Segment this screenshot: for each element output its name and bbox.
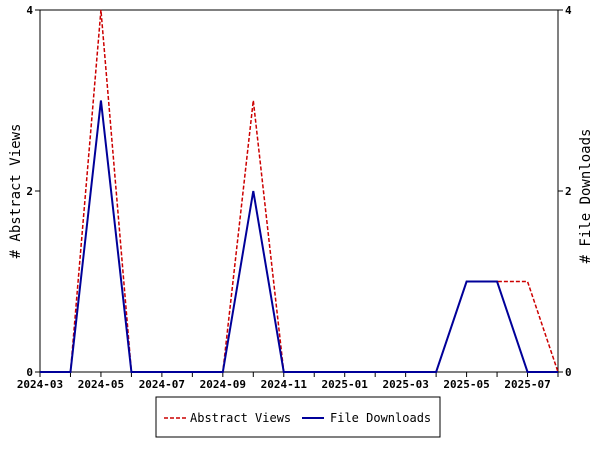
x-tick-label: 2024-11 <box>261 378 308 391</box>
legend: Abstract Views File Downloads <box>155 396 441 438</box>
left-tick-label: 0 <box>26 366 33 379</box>
plot-area <box>39 9 559 373</box>
series-line-file-downloads <box>40 100 558 373</box>
legend-label-file-downloads: File Downloads <box>330 411 431 425</box>
right-tick-label: 0 <box>565 366 572 379</box>
left-tick-label: 2 <box>26 185 33 198</box>
left-axis: 0 2 4 <box>26 4 40 379</box>
x-tick-label: 2025-03 <box>382 378 428 391</box>
legend-box <box>155 396 441 438</box>
left-axis-title: # Abstract Views <box>8 124 24 259</box>
x-tick-label: 2025-07 <box>504 378 550 391</box>
right-axis-title: # File Downloads <box>578 129 594 264</box>
x-tick-label: 2025-05 <box>443 378 489 391</box>
x-tick-label: 2024-05 <box>78 378 124 391</box>
x-axis: 2024-03 2024-05 2024-07 2024-09 2024-11 2025-… <box>17 372 559 391</box>
legend-label-abstract-views: Abstract Views <box>190 411 291 425</box>
right-axis: 0 2 4 <box>558 4 572 379</box>
x-tick-label: 2024-09 <box>200 378 246 391</box>
left-tick-label: 4 <box>26 4 33 17</box>
right-tick-label: 2 <box>565 185 572 198</box>
x-tick-label: 2024-03 <box>17 378 63 391</box>
right-tick-label: 4 <box>565 4 572 17</box>
x-tick-label: 2024-07 <box>139 378 185 391</box>
x-tick-label: 2025-01 <box>322 378 369 391</box>
series-layer <box>40 9 559 373</box>
